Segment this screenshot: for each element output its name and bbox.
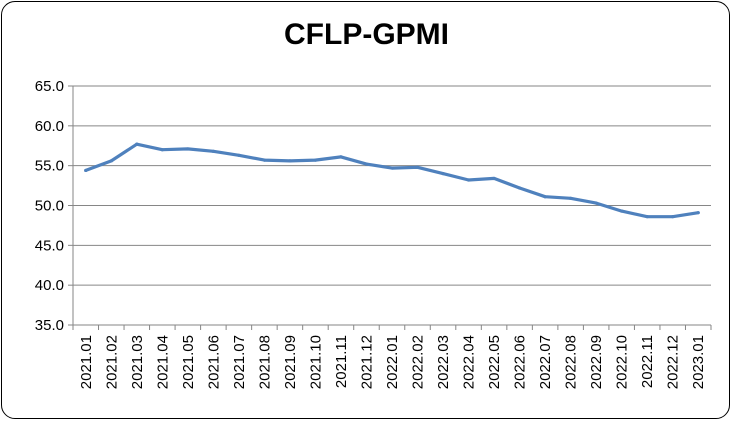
data-point-0-22 <box>645 215 649 219</box>
data-point-0-18 <box>543 195 547 199</box>
x-tick-label-22: 2022.11 <box>639 335 656 388</box>
data-point-0-11 <box>364 162 369 166</box>
data-point-0-6 <box>237 153 241 157</box>
x-tick-label-15: 2022.04 <box>461 335 478 389</box>
x-tick-label-20: 2022.09 <box>588 335 605 389</box>
x-tick-label-14: 2022.03 <box>435 335 452 389</box>
chart-title: CFLP-GPMI <box>284 18 449 51</box>
data-point-0-20 <box>594 201 598 205</box>
data-point-0-23 <box>671 215 675 219</box>
x-tick-label-17: 2022.06 <box>512 335 529 389</box>
x-tick-label-4: 2021.05 <box>180 335 197 389</box>
data-point-0-8 <box>288 159 292 163</box>
y-tick-label-1: 40.0 <box>35 277 64 294</box>
data-point-0-16 <box>492 176 496 181</box>
x-tick-label-19: 2022.08 <box>563 335 580 389</box>
x-tick-label-13: 2022.02 <box>410 335 427 389</box>
x-tick-label-10: 2021.11 <box>333 335 350 388</box>
data-point-0-0 <box>84 168 88 173</box>
x-tick-label-3: 2021.04 <box>154 335 171 389</box>
x-tick-label-8: 2021.09 <box>282 335 299 389</box>
x-tick-label-18: 2022.07 <box>537 335 554 389</box>
y-tick-label-3: 50.0 <box>35 198 64 215</box>
data-point-0-24 <box>696 211 700 215</box>
data-point-0-4 <box>186 147 190 151</box>
x-tick-label-6: 2021.07 <box>231 335 248 389</box>
data-point-0-9 <box>313 158 318 162</box>
data-point-0-7 <box>262 158 266 162</box>
x-tick-label-9: 2021.10 <box>307 335 324 389</box>
data-point-0-14 <box>441 172 445 176</box>
y-tick-label-0: 35.0 <box>35 317 64 334</box>
x-tick-label-1: 2021.02 <box>103 335 120 389</box>
data-point-0-2 <box>135 142 139 146</box>
y-tick-label-5: 60.0 <box>35 118 64 135</box>
data-point-0-5 <box>211 149 215 153</box>
x-tick-label-23: 2022.12 <box>665 335 682 389</box>
x-tick-label-16: 2022.05 <box>486 335 503 389</box>
x-tick-label-5: 2021.06 <box>205 335 222 389</box>
data-point-0-3 <box>160 148 164 152</box>
x-tick-label-0: 2021.01 <box>78 335 95 389</box>
data-point-0-19 <box>569 196 573 200</box>
x-tick-label-7: 2021.08 <box>256 335 273 389</box>
data-point-0-10 <box>339 155 343 159</box>
data-point-0-12 <box>390 166 394 170</box>
data-point-0-17 <box>518 186 522 190</box>
x-tick-label-2: 2021.03 <box>129 335 146 389</box>
y-tick-label-4: 55.0 <box>35 158 64 175</box>
data-point-0-1 <box>109 159 113 163</box>
data-point-0-21 <box>620 209 624 213</box>
y-tick-label-2: 45.0 <box>35 237 64 254</box>
data-point-0-13 <box>415 165 420 169</box>
data-point-0-15 <box>466 178 471 182</box>
x-tick-label-11: 2021.12 <box>358 335 375 389</box>
y-tick-label-6: 65.0 <box>35 78 64 95</box>
x-tick-label-24: 2023.01 <box>690 335 707 389</box>
x-tick-label-21: 2022.10 <box>614 335 631 389</box>
x-tick-label-12: 2022.01 <box>384 335 401 389</box>
